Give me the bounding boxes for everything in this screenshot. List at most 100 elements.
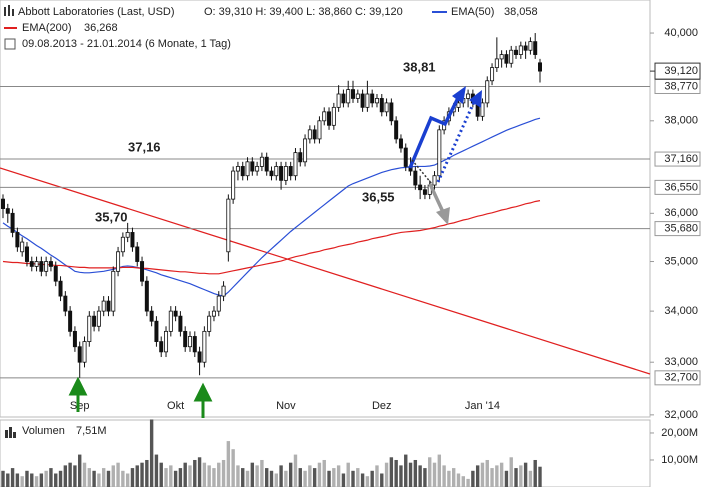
last-label: 39,120 (664, 65, 698, 77)
volume-bar (336, 465, 341, 487)
volume-bar (173, 470, 178, 487)
candle-body (331, 106, 336, 126)
y-tick-label: 40,000 (664, 27, 698, 39)
candle-body (96, 310, 101, 327)
volume-bar (408, 462, 413, 487)
volume-bar (149, 419, 154, 487)
candle-body (374, 98, 379, 104)
candle-body (322, 111, 327, 122)
volume-bar (432, 462, 437, 487)
candle-body (101, 300, 106, 312)
dotted-arrow (436, 101, 476, 183)
annotation: 35,70 (95, 209, 128, 224)
gray-arrowhead (436, 207, 450, 225)
candle-body (192, 336, 197, 353)
candle-body (116, 251, 121, 272)
volume-bar (461, 476, 465, 487)
candle-body (398, 138, 403, 149)
volume-tick-label: 10,00M (661, 454, 698, 466)
volume-bar (303, 470, 307, 487)
level-box (654, 179, 701, 195)
volume-bar (87, 468, 92, 487)
volume-bar (404, 454, 408, 487)
candle-body (29, 261, 34, 267)
y-tick-label: 35,000 (664, 255, 698, 267)
candle-body (245, 161, 250, 177)
period: 09.08.2013 - 21.01.2014 (6 Monate, 1 Tag… (22, 38, 231, 50)
x-tick-label: Nov (276, 400, 296, 412)
volume-bar (140, 462, 144, 487)
y-tick-label: 34,000 (664, 305, 698, 317)
candle-body (480, 102, 485, 117)
price-frame (0, 0, 651, 418)
volume-bar (509, 457, 513, 487)
candle-body (120, 236, 125, 253)
green-arrow (68, 376, 88, 412)
volume-bar (130, 468, 135, 487)
candle-body (307, 129, 312, 140)
volume-label: Volumen (22, 425, 65, 437)
volume-bar (389, 457, 394, 487)
y-tick-label: 32,000 (664, 409, 698, 421)
volume-bar (1, 470, 5, 487)
candle-body (135, 246, 140, 262)
volume-bar (159, 462, 163, 487)
level-box (654, 221, 701, 237)
candle-body (494, 58, 499, 69)
candle-body (288, 166, 293, 177)
candle-body (523, 45, 528, 51)
candle-body (5, 208, 10, 214)
volume-bar (169, 465, 173, 487)
candle-body (44, 261, 49, 272)
volume-bar (456, 473, 461, 487)
candle-body (130, 232, 135, 248)
candle-body (231, 170, 236, 200)
candle-body (221, 285, 226, 297)
volume-bar (293, 454, 298, 487)
volume-bar (6, 473, 10, 487)
volume-bar (380, 473, 384, 487)
candle-body (437, 129, 442, 177)
candle-body (370, 93, 375, 104)
candle-body (58, 280, 63, 297)
candle-body (514, 49, 519, 55)
candle-body (509, 49, 514, 64)
volume-bar (78, 454, 82, 487)
volume-bar (101, 468, 106, 487)
candle-body (77, 346, 82, 363)
candle-body (293, 152, 298, 177)
volume-bar (538, 466, 542, 487)
volume-bar (327, 470, 331, 487)
candle-body (149, 310, 154, 322)
candle-body (504, 54, 509, 64)
candle-body (341, 93, 346, 104)
volume-bar (394, 459, 398, 487)
volume-bar (317, 462, 322, 487)
volume-bar (451, 468, 456, 487)
candle-body (53, 266, 58, 282)
level-box (654, 151, 701, 167)
volume-bar (34, 476, 39, 487)
candle-body (187, 336, 192, 348)
candle-body (422, 189, 427, 195)
volume-bar (236, 465, 240, 487)
volume-bar (63, 465, 68, 487)
candle-body (87, 315, 92, 342)
volume-bar (332, 468, 336, 487)
candle-body (365, 93, 370, 108)
candle-body (15, 232, 20, 248)
volume-bar (370, 470, 374, 487)
candle-body (490, 67, 495, 82)
candle-body (499, 54, 504, 60)
candle-body (432, 175, 437, 186)
legend-value: 38,058 (504, 6, 538, 18)
volume-bar (250, 462, 255, 487)
green-arrow (193, 382, 213, 418)
header-icon (4, 5, 14, 16)
level-label: 35,680 (664, 223, 698, 235)
candle-body (72, 330, 77, 348)
volume-bar (265, 468, 269, 487)
candle-body (346, 89, 351, 104)
volume-bar (15, 473, 20, 487)
